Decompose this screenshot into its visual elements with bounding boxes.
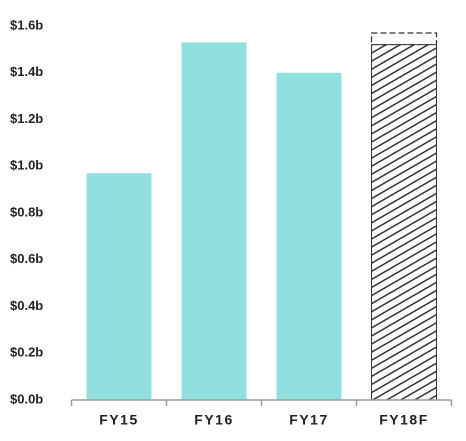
bar xyxy=(276,72,342,400)
y-tick-label: $0.2b xyxy=(10,345,43,360)
x-tick-label: FY18F xyxy=(379,412,429,428)
y-tick-label: $1.4b xyxy=(10,64,43,79)
x-tick-label: FY16 xyxy=(194,412,233,428)
bar xyxy=(181,42,247,401)
y-tick-label: $0.0b xyxy=(10,391,43,406)
y-tick-label: $1.6b xyxy=(10,17,43,32)
bar xyxy=(371,44,437,401)
range-box xyxy=(370,32,438,46)
bar xyxy=(86,173,152,400)
x-tick-label: FY15 xyxy=(99,412,138,428)
y-tick-label: $0.8b xyxy=(10,204,43,219)
y-tick-label: $0.4b xyxy=(10,298,43,313)
y-tick-label: $0.6b xyxy=(10,251,43,266)
y-tick-label: $1.0b xyxy=(10,158,43,173)
x-tick-label: FY17 xyxy=(289,412,328,428)
y-tick-label: $1.2b xyxy=(10,111,43,126)
